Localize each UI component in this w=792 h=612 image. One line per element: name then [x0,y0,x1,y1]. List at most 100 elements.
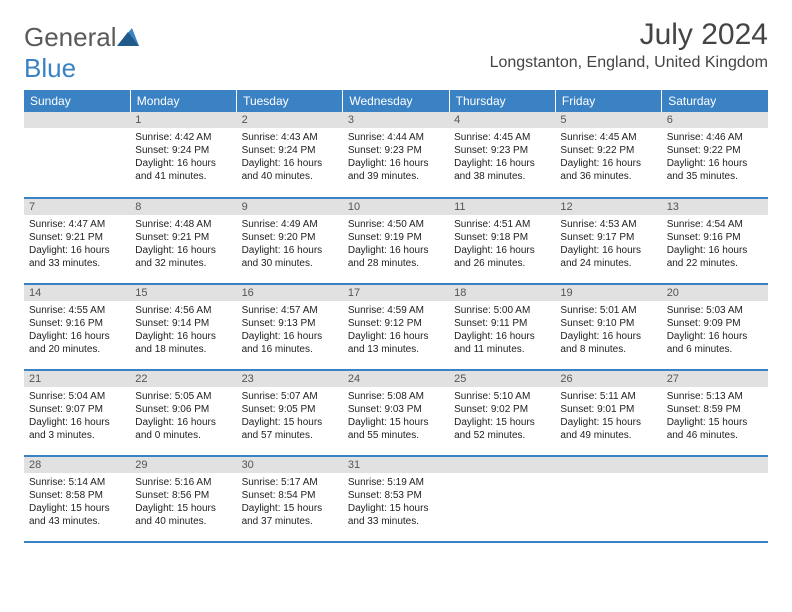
day-info: Sunrise: 4:57 AMSunset: 9:13 PMDaylight:… [237,301,343,360]
day-info-line: Daylight: 16 hours [667,244,763,257]
day-info: Sunrise: 5:07 AMSunset: 9:05 PMDaylight:… [237,387,343,446]
day-info-line: and 43 minutes. [29,515,125,528]
day-info-line: Daylight: 15 hours [667,416,763,429]
calendar-day-cell: 14Sunrise: 4:55 AMSunset: 9:16 PMDayligh… [24,284,130,370]
day-info-line: Daylight: 16 hours [29,244,125,257]
day-info-line: Sunset: 8:58 PM [29,489,125,502]
day-info: Sunrise: 5:01 AMSunset: 9:10 PMDaylight:… [555,301,661,360]
day-info-line: Sunset: 9:20 PM [242,231,338,244]
day-info-line: and 40 minutes. [135,515,231,528]
day-number-empty [555,457,661,473]
day-number-empty [662,457,768,473]
day-info: Sunrise: 5:03 AMSunset: 9:09 PMDaylight:… [662,301,768,360]
calendar-day-cell: 13Sunrise: 4:54 AMSunset: 9:16 PMDayligh… [662,198,768,284]
day-info-line: Sunrise: 5:17 AM [242,476,338,489]
calendar-day-cell: 1Sunrise: 4:42 AMSunset: 9:24 PMDaylight… [130,112,236,198]
day-info-line: Daylight: 16 hours [454,157,550,170]
day-info: Sunrise: 5:16 AMSunset: 8:56 PMDaylight:… [130,473,236,532]
day-info-line: Sunset: 9:01 PM [560,403,656,416]
day-info-line: and 20 minutes. [29,343,125,356]
day-info-line: and 28 minutes. [348,257,444,270]
day-number: 12 [555,199,661,215]
day-info-line: and 52 minutes. [454,429,550,442]
page-header: GeneralBlue July 2024 Longstanton, Engla… [24,18,768,84]
day-info-line: and 38 minutes. [454,170,550,183]
day-info-line: Sunrise: 4:50 AM [348,218,444,231]
day-info: Sunrise: 4:51 AMSunset: 9:18 PMDaylight:… [449,215,555,274]
day-number: 13 [662,199,768,215]
day-info-line: Sunrise: 5:00 AM [454,304,550,317]
calendar-day-cell: 25Sunrise: 5:10 AMSunset: 9:02 PMDayligh… [449,370,555,456]
day-info-line: Sunset: 9:11 PM [454,317,550,330]
day-info: Sunrise: 5:05 AMSunset: 9:06 PMDaylight:… [130,387,236,446]
day-info-line: Sunrise: 4:47 AM [29,218,125,231]
day-info-line: Sunrise: 4:59 AM [348,304,444,317]
logo-text-2: Blue [24,53,76,83]
day-info-line: Sunrise: 5:16 AM [135,476,231,489]
month-title: July 2024 [490,18,768,52]
day-info-line: and 55 minutes. [348,429,444,442]
day-number: 8 [130,199,236,215]
day-info-line: Sunset: 9:24 PM [242,144,338,157]
calendar-day-cell: 23Sunrise: 5:07 AMSunset: 9:05 PMDayligh… [237,370,343,456]
calendar-day-cell: 10Sunrise: 4:50 AMSunset: 9:19 PMDayligh… [343,198,449,284]
day-header: Thursday [449,90,555,112]
calendar-day-cell: 7Sunrise: 4:47 AMSunset: 9:21 PMDaylight… [24,198,130,284]
day-info-line: and 26 minutes. [454,257,550,270]
day-info-line: Sunset: 9:17 PM [560,231,656,244]
day-number: 22 [130,371,236,387]
day-info-line: Sunrise: 4:54 AM [667,218,763,231]
day-info-line: Sunset: 9:18 PM [454,231,550,244]
day-info-line: Sunrise: 4:48 AM [135,218,231,231]
calendar-day-cell: 31Sunrise: 5:19 AMSunset: 8:53 PMDayligh… [343,456,449,542]
calendar-table: SundayMondayTuesdayWednesdayThursdayFrid… [24,90,768,543]
day-info: Sunrise: 4:56 AMSunset: 9:14 PMDaylight:… [130,301,236,360]
calendar-day-cell [449,456,555,542]
calendar-day-cell: 5Sunrise: 4:45 AMSunset: 9:22 PMDaylight… [555,112,661,198]
day-number: 15 [130,285,236,301]
day-info: Sunrise: 5:17 AMSunset: 8:54 PMDaylight:… [237,473,343,532]
day-info-line: and 8 minutes. [560,343,656,356]
day-number: 18 [449,285,555,301]
day-info-line: Sunset: 8:53 PM [348,489,444,502]
day-info-line: Daylight: 16 hours [29,330,125,343]
day-info: Sunrise: 4:59 AMSunset: 9:12 PMDaylight:… [343,301,449,360]
day-info-line: Sunrise: 4:43 AM [242,131,338,144]
day-info-line: Daylight: 15 hours [454,416,550,429]
calendar-day-cell: 20Sunrise: 5:03 AMSunset: 9:09 PMDayligh… [662,284,768,370]
day-number: 9 [237,199,343,215]
day-info-line: Sunset: 9:23 PM [454,144,550,157]
day-header: Sunday [24,90,130,112]
day-header: Wednesday [343,90,449,112]
day-info-line: and 22 minutes. [667,257,763,270]
calendar-day-cell: 8Sunrise: 4:48 AMSunset: 9:21 PMDaylight… [130,198,236,284]
calendar-day-cell: 16Sunrise: 4:57 AMSunset: 9:13 PMDayligh… [237,284,343,370]
calendar-day-cell: 22Sunrise: 5:05 AMSunset: 9:06 PMDayligh… [130,370,236,456]
calendar-day-cell: 11Sunrise: 4:51 AMSunset: 9:18 PMDayligh… [449,198,555,284]
day-info-line: Daylight: 15 hours [560,416,656,429]
day-info-line: and 37 minutes. [242,515,338,528]
day-info-line: Sunrise: 4:49 AM [242,218,338,231]
day-info-line: Sunset: 9:22 PM [667,144,763,157]
day-number: 14 [24,285,130,301]
day-info-line: and 33 minutes. [348,515,444,528]
day-info-line: Daylight: 16 hours [135,157,231,170]
day-info: Sunrise: 4:48 AMSunset: 9:21 PMDaylight:… [130,215,236,274]
day-info-line: Daylight: 16 hours [560,330,656,343]
day-info-line: Sunset: 8:56 PM [135,489,231,502]
day-info-line: Sunrise: 4:51 AM [454,218,550,231]
day-info: Sunrise: 4:53 AMSunset: 9:17 PMDaylight:… [555,215,661,274]
day-info: Sunrise: 5:14 AMSunset: 8:58 PMDaylight:… [24,473,130,532]
calendar-day-cell: 29Sunrise: 5:16 AMSunset: 8:56 PMDayligh… [130,456,236,542]
day-info-line: and 18 minutes. [135,343,231,356]
calendar-day-cell [662,456,768,542]
day-number-empty [449,457,555,473]
day-info-line: Daylight: 15 hours [242,502,338,515]
day-info-line: Sunrise: 4:53 AM [560,218,656,231]
day-number: 6 [662,112,768,128]
calendar-week-row: 7Sunrise: 4:47 AMSunset: 9:21 PMDaylight… [24,198,768,284]
day-info: Sunrise: 4:49 AMSunset: 9:20 PMDaylight:… [237,215,343,274]
day-info-line: Sunset: 9:21 PM [29,231,125,244]
day-info-line: Daylight: 16 hours [242,244,338,257]
day-info-line: Sunrise: 4:42 AM [135,131,231,144]
